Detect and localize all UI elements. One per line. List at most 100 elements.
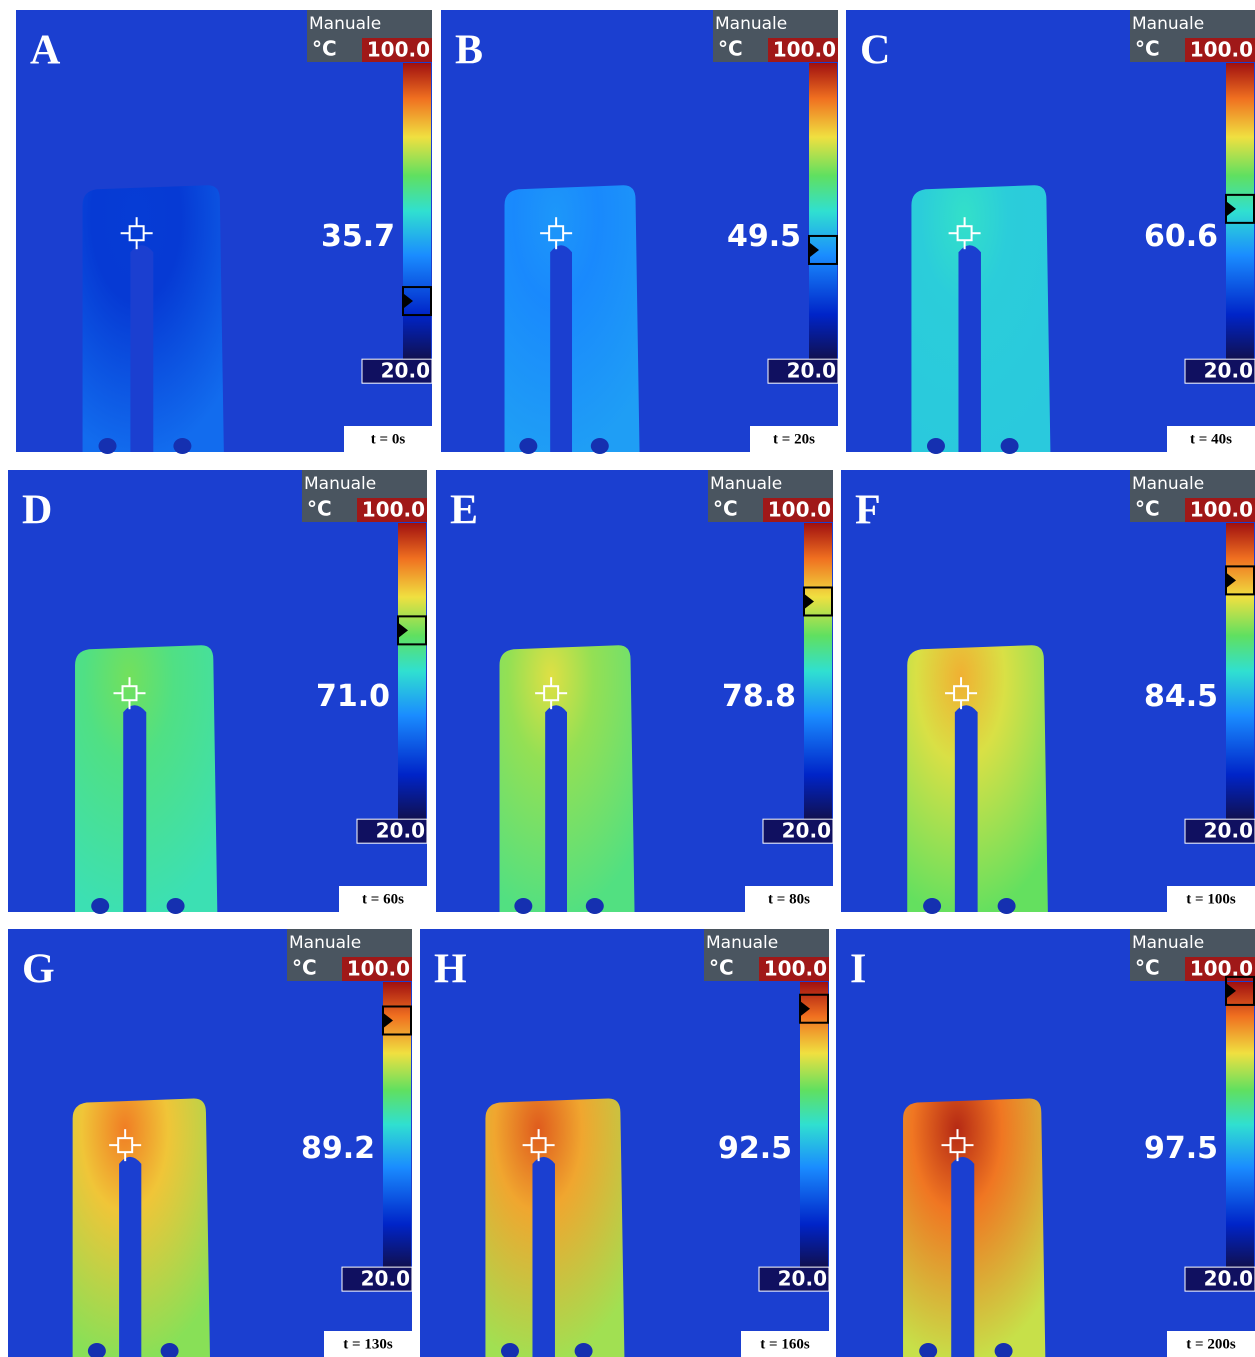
time-box — [324, 1331, 412, 1357]
mode-label: Manuale — [1132, 474, 1204, 494]
max-box — [763, 498, 833, 522]
panel-letter: F — [855, 488, 881, 534]
thermal-panel: B Manuale °C 100.0 20.0 49.5 t = 20s — [441, 10, 839, 454]
thermal-panel: D Manuale °C 100.0 20.0 71.0 t = 60s — [8, 470, 428, 914]
max-box — [357, 498, 427, 522]
reading-arrow — [404, 294, 413, 309]
mode-label: Manuale — [1132, 14, 1204, 34]
heated-strip — [72, 1098, 210, 1357]
heated-strip — [82, 185, 224, 452]
reading-arrow — [1227, 201, 1236, 216]
min-box — [762, 818, 834, 844]
colorbar — [398, 523, 426, 820]
time-label: t = 40s — [1190, 431, 1232, 447]
panel-letter: D — [22, 488, 52, 534]
heated-strip — [485, 1098, 625, 1357]
reading-value: 71.0 — [316, 679, 390, 714]
reading-value: 78.8 — [722, 679, 796, 714]
time-box — [750, 426, 838, 452]
mode-label: Manuale — [289, 933, 361, 953]
panel-letter: C — [860, 28, 890, 74]
min-box — [1184, 1266, 1255, 1292]
reading-marker — [402, 286, 432, 317]
colorbar — [804, 523, 832, 820]
max-box — [768, 38, 838, 62]
scale-max: 100.0 — [367, 38, 430, 62]
time-box — [745, 886, 833, 912]
min-box — [341, 1266, 413, 1292]
scale-max: 100.0 — [362, 498, 425, 522]
colorbar — [1226, 982, 1254, 1268]
contact-pad — [574, 1343, 593, 1357]
contact-pad — [923, 898, 942, 914]
unit-label: °C — [713, 497, 738, 521]
time-label: t = 0s — [371, 431, 406, 447]
heated-strip — [75, 645, 218, 912]
scale-max: 100.0 — [768, 498, 831, 522]
max-box — [1185, 498, 1255, 522]
mode-label: Manuale — [1132, 933, 1204, 953]
reading-value: 84.5 — [1144, 679, 1218, 714]
min-box — [1184, 818, 1255, 844]
unit-label: °C — [1135, 956, 1160, 980]
reading-marker — [1225, 193, 1255, 224]
unit-label: °C — [709, 956, 734, 980]
contact-pad — [590, 438, 609, 454]
time-label: t = 20s — [773, 431, 815, 447]
contact-pad — [98, 438, 117, 454]
unit-label: °C — [292, 956, 317, 980]
max-box — [342, 957, 412, 981]
reading-arrow — [384, 1013, 393, 1028]
contact-pad — [519, 438, 538, 454]
time-box — [339, 886, 427, 912]
time-box — [1167, 1331, 1255, 1357]
max-box — [759, 957, 829, 981]
panel-letter: E — [450, 488, 478, 534]
time-box — [1167, 886, 1255, 912]
reading-marker — [803, 586, 833, 617]
time-box — [344, 426, 432, 452]
unit-label: °C — [1135, 497, 1160, 521]
scale-min: 20.0 — [782, 819, 831, 843]
reading-value: 49.5 — [727, 219, 801, 254]
contact-pad — [926, 438, 945, 454]
scale-min: 20.0 — [381, 359, 430, 383]
contact-pad — [514, 898, 533, 914]
scale-min: 20.0 — [1204, 359, 1253, 383]
colorbar — [809, 63, 837, 360]
time-label: t = 60s — [362, 891, 404, 907]
max-box — [362, 38, 432, 62]
mode-label: Manuale — [710, 474, 782, 494]
reading-value: 92.5 — [718, 1131, 792, 1166]
time-box — [1167, 426, 1255, 452]
colorbar — [800, 982, 828, 1268]
reading-arrow — [805, 594, 814, 609]
reading-value: 35.7 — [321, 219, 395, 254]
contact-pad — [919, 1343, 938, 1357]
heated-strip — [499, 645, 635, 912]
reading-marker — [382, 1005, 412, 1036]
thermal-panel: E Manuale °C 100.0 20.0 78.8 t = 80s — [436, 470, 834, 914]
contact-pad — [994, 1343, 1013, 1357]
thermal-panel: F Manuale °C 100.0 20.0 84.5 t = 100s — [841, 470, 1255, 914]
heated-strip — [911, 185, 1051, 452]
panel-letter: I — [850, 947, 866, 993]
unit-label: °C — [307, 497, 332, 521]
scale-min: 20.0 — [787, 359, 836, 383]
contact-pad — [87, 1343, 106, 1357]
reading-arrow — [399, 623, 408, 638]
colorbar — [403, 63, 431, 360]
contact-pad — [173, 438, 192, 454]
contact-pad — [91, 898, 110, 914]
reading-arrow — [801, 1001, 810, 1016]
min-box — [356, 818, 428, 844]
reading-arrow — [810, 242, 819, 257]
reading-marker — [1225, 565, 1255, 596]
scale-max: 100.0 — [347, 957, 410, 981]
time-label: t = 100s — [1186, 891, 1236, 907]
mode-label: Manuale — [309, 14, 381, 34]
heated-strip — [903, 1098, 1046, 1357]
contact-pad — [585, 898, 604, 914]
